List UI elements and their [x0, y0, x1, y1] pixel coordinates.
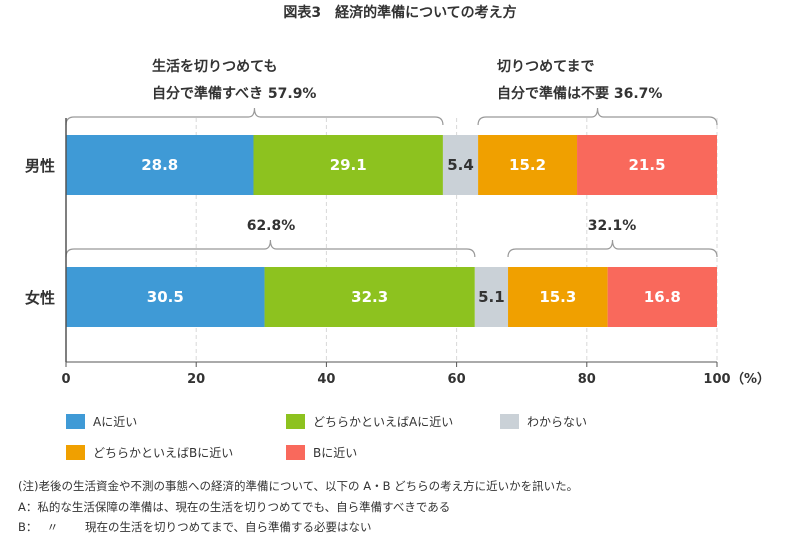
note-3: B： 〃 現在の生活を切りつめてまで、自ら準備する必要はない [18, 520, 372, 534]
bracket [65, 107, 444, 126]
x-tick-label: 0 [61, 372, 70, 387]
data-label: 5.1 [478, 288, 505, 306]
bracket [507, 239, 718, 258]
chart-title: 図表3 経済的準備についての考え方 [283, 4, 516, 21]
annotation-male-left-line2: 自分で準備すべき 57.9% [152, 85, 316, 102]
legend-swatch [500, 414, 519, 429]
bar-segment [66, 135, 254, 195]
bar-segment [478, 135, 578, 195]
x-tick-label: 40 [317, 372, 335, 387]
x-tick-label: 20 [187, 372, 205, 387]
x-unit: （%） [731, 371, 770, 387]
legend-label: Aに近い [93, 415, 137, 429]
annotation-female-right: 32.1% [588, 218, 637, 234]
data-label: 21.5 [629, 156, 666, 174]
note-2: A：私的な生活保障の準備は、現在の生活を切りつめてでも、自ら準備すべきである [18, 500, 451, 514]
data-label: 15.2 [509, 156, 546, 174]
legend-label: どちらかといえばAに近い [313, 415, 453, 429]
annotation-male-left-line1: 生活を切りつめても [152, 58, 277, 75]
data-label: 5.4 [447, 156, 474, 174]
bar-segment [577, 135, 717, 195]
x-tick-label: 80 [578, 372, 596, 387]
legend-label: わからない [527, 415, 587, 429]
annotation-male-right-line1: 切りつめてまで [497, 59, 594, 75]
bar-segment [442, 135, 479, 195]
bar-segment [253, 135, 443, 195]
data-label: 30.5 [147, 288, 184, 306]
legend-swatch [286, 414, 305, 429]
bar-segment [607, 267, 717, 327]
data-label: 15.3 [539, 288, 576, 306]
legend-swatch [286, 445, 305, 460]
data-label: 16.8 [644, 288, 681, 306]
legend-swatch [66, 414, 85, 429]
annotation-female-left: 62.8% [247, 218, 296, 234]
note-1: (注)老後の生活資金や不測の事態への経済的準備について、以下の A・B どちらの… [18, 479, 579, 493]
legend-label: Bに近い [313, 446, 357, 460]
bar-segment [508, 267, 608, 327]
category-label-male: 男性 [25, 157, 55, 175]
legend-label: どちらかといえばBに近い [93, 446, 233, 460]
bracket [65, 239, 476, 258]
data-label: 29.1 [330, 156, 367, 174]
bracket [477, 107, 718, 126]
bar-segment [264, 267, 475, 327]
x-tick-label: 100 [703, 372, 730, 387]
category-label-female: 女性 [25, 289, 55, 307]
legend-swatch [66, 445, 85, 460]
bar-segment [66, 267, 265, 327]
data-label: 28.8 [141, 156, 178, 174]
x-tick-label: 60 [448, 372, 466, 387]
bar-segment [474, 267, 509, 327]
annotation-male-right-line2: 自分で準備は不要 36.7% [497, 85, 662, 102]
data-label: 32.3 [351, 288, 388, 306]
